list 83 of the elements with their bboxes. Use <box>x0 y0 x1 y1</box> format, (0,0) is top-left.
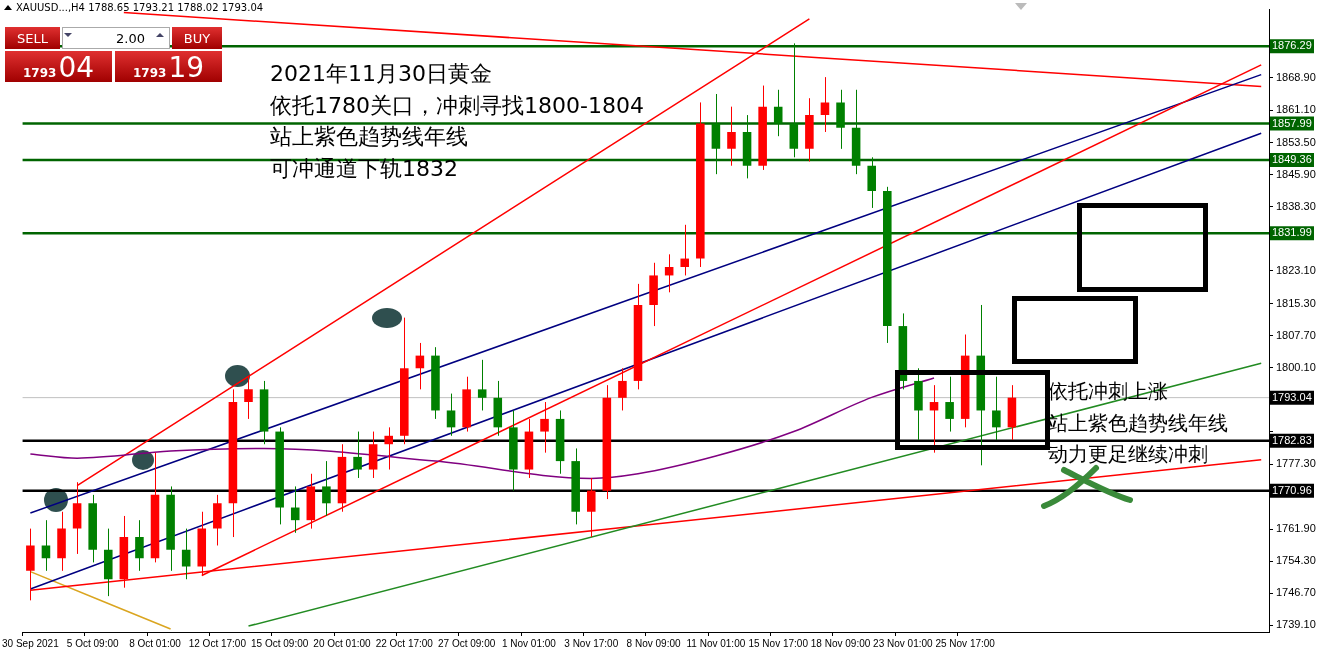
chart-title: XAUUSD...,H4 1788.65 1793.21 1788.02 1793.04 <box>16 2 264 13</box>
ref-line-label: 1831.99 <box>1272 226 1312 239</box>
line-series <box>29 377 935 480</box>
y-tick-label: 1761.90 <box>1276 522 1316 535</box>
candlestick <box>135 519 144 572</box>
candlestick <box>586 477 596 538</box>
y-tick-label: 1807.70 <box>1276 328 1316 341</box>
candlestick <box>353 431 362 479</box>
candlestick <box>540 401 549 454</box>
y-tick-label: 1868.90 <box>1276 70 1316 83</box>
x-tick-label: 12 Oct 17:00 <box>188 637 247 649</box>
annotation: 2.00 <box>116 30 145 46</box>
x-tick-label: 30 Sep 2021 <box>2 637 60 649</box>
annotation: 2021年11月30日黄金 <box>270 61 492 86</box>
x-tick-label: 22 Oct 17:00 <box>375 637 434 649</box>
annotation: SELL <box>17 30 48 46</box>
candlestick <box>462 376 471 433</box>
x-tick-label: 23 Nov 01:00 <box>873 637 934 649</box>
candlestick <box>914 367 923 441</box>
annotation: 依托1780关口，冲刺寻找1800-1804 <box>270 92 644 118</box>
y-tick-label: 1746.70 <box>1276 586 1316 599</box>
candlestick <box>88 494 97 563</box>
y-tick-label: 1838.30 <box>1276 199 1316 212</box>
x-tick-label: 20 Oct 01:00 <box>313 637 372 649</box>
input-field: 2.00 <box>62 27 170 49</box>
annotation: 19 <box>168 51 205 84</box>
y-tick-label: 1815.30 <box>1276 296 1316 309</box>
x-tick-label: 8 Oct 01:00 <box>129 637 182 649</box>
y-tick-label: 1861.10 <box>1276 103 1316 116</box>
candlestick <box>166 485 175 572</box>
candlestick <box>836 89 845 150</box>
candlestick <box>322 460 331 517</box>
annotation: 04 <box>58 51 95 84</box>
annotation: 可冲通道下轨1832 <box>270 155 458 181</box>
x-tick-label: 1 Nov 01:00 <box>501 637 557 649</box>
candlestick <box>571 447 580 525</box>
candlestick <box>275 426 284 525</box>
candlestick <box>400 317 409 445</box>
x-tick-label: 11 Nov 01:00 <box>686 637 746 649</box>
ref-line-label: 1876.29 <box>1272 39 1312 52</box>
ref-line-label: 1770.96 <box>1272 483 1312 496</box>
candlestick <box>867 156 876 209</box>
candlestick <box>57 511 66 572</box>
candlestick <box>992 376 1001 441</box>
candlestick <box>945 376 954 433</box>
x-tick-label: 5 Oct 09:00 <box>66 637 119 649</box>
candlestick <box>509 409 518 492</box>
x-tick-label: 18 Nov 09:00 <box>810 637 871 649</box>
candlestick <box>805 97 814 163</box>
candlestick <box>758 85 767 171</box>
candlestick <box>773 89 783 137</box>
ref-line-label: 1849.36 <box>1272 153 1312 166</box>
candlestick <box>244 376 253 420</box>
ref-line-label: 1782.83 <box>1272 433 1312 446</box>
x-tick-label: 3 Nov 17:00 <box>564 637 619 649</box>
candlestick <box>213 494 222 546</box>
annotation: 站上紫色趋势线年线 <box>270 124 468 149</box>
candlestick <box>493 380 503 437</box>
x-tick-label: 8 Nov 09:00 <box>626 637 681 649</box>
candlestick <box>431 346 440 420</box>
candlestick <box>649 262 658 327</box>
ref-line-label: 1857.99 <box>1272 116 1312 129</box>
y-tick-label: 1800.10 <box>1276 360 1316 373</box>
x-tick-label: 27 Oct 09:00 <box>437 637 496 649</box>
candlestick <box>618 367 627 411</box>
annotation: 动力更足继续冲刺 <box>1048 442 1208 466</box>
x-tick-label: 15 Nov 17:00 <box>748 637 809 649</box>
candlestick <box>727 106 736 167</box>
y-tick-label: 1739.10 <box>1276 618 1316 631</box>
y-tick-label: 1823.10 <box>1276 263 1316 276</box>
y-tick-label: 1777.30 <box>1276 457 1316 470</box>
annotation: 1793 <box>22 66 57 80</box>
annotation: BUY <box>183 30 211 46</box>
candlestick <box>883 186 892 344</box>
x-tick-label: 25 Nov 17:00 <box>935 637 996 649</box>
y-tick-label: 1754.30 <box>1276 554 1316 567</box>
annotation: 1793 <box>132 66 167 80</box>
y-tick-label: 1853.50 <box>1276 135 1316 148</box>
y-tick-label: 1845.90 <box>1276 167 1316 180</box>
x-tick-label: 15 Oct 09:00 <box>251 637 309 649</box>
candlestick <box>696 101 705 268</box>
candlestick <box>103 528 113 597</box>
ref-line-label: 1793.04 <box>1272 390 1312 403</box>
